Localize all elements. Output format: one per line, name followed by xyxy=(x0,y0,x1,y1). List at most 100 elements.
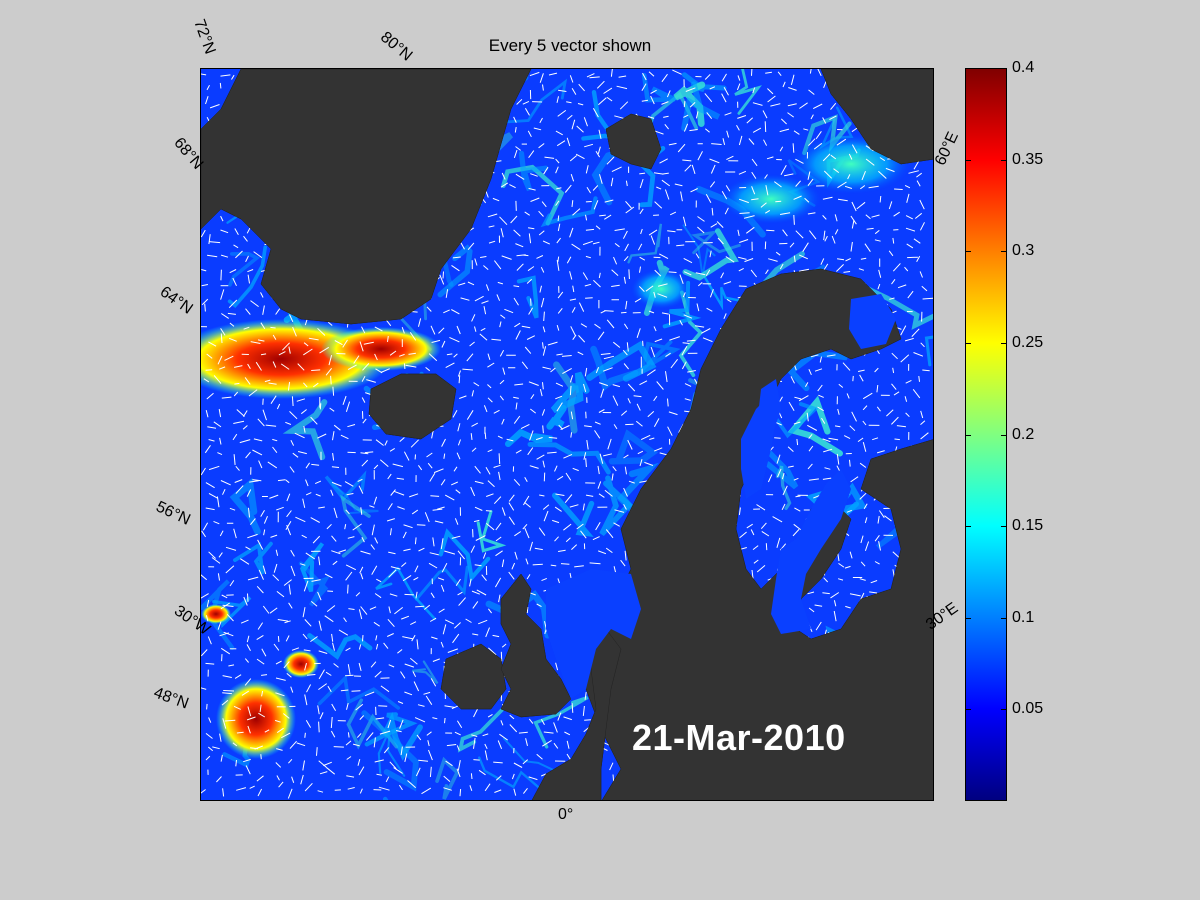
vector-arrow xyxy=(626,342,629,352)
vector-arrow xyxy=(440,641,444,648)
vector-arrow xyxy=(220,254,229,258)
vector-arrow xyxy=(619,101,629,110)
vector-arrow xyxy=(543,311,545,322)
vector-arrow xyxy=(542,84,544,91)
vector-arrow xyxy=(577,103,584,106)
vector-arrow xyxy=(777,71,782,77)
vector-arrow xyxy=(738,198,749,204)
vector-arrow xyxy=(303,580,309,592)
vector-arrow xyxy=(557,109,567,117)
vector-arrow xyxy=(807,591,815,595)
vector-arrow xyxy=(247,363,251,370)
vector-arrow xyxy=(407,780,417,789)
vector-arrow xyxy=(833,610,837,622)
vector-arrow xyxy=(346,775,355,778)
vector-arrow xyxy=(592,185,599,191)
vector-arrow xyxy=(425,695,433,705)
vector-arrow xyxy=(487,362,495,368)
vector-arrow xyxy=(493,409,500,414)
vector-arrow xyxy=(332,642,335,651)
vector-arrow xyxy=(776,454,781,464)
current-streak xyxy=(599,475,633,537)
vector-arrow xyxy=(704,73,711,80)
vector-arrow xyxy=(233,391,239,397)
vector-arrow xyxy=(330,730,336,738)
vector-arrow xyxy=(721,73,727,82)
vector-arrow xyxy=(408,352,416,355)
vector-arrow xyxy=(285,421,292,425)
vector-arrow xyxy=(474,480,484,484)
vector-arrow xyxy=(701,328,711,334)
vector-arrow xyxy=(366,379,376,383)
vector-arrow xyxy=(447,648,458,653)
vector-arrow xyxy=(746,117,754,124)
vector-arrow xyxy=(272,446,278,454)
vector-arrow xyxy=(404,663,415,668)
vector-arrow xyxy=(276,591,285,598)
vector-arrow xyxy=(595,225,601,230)
vector-arrow xyxy=(851,411,857,422)
vector-arrow xyxy=(473,759,480,761)
vector-arrow xyxy=(824,467,831,470)
vector-arrow xyxy=(653,326,657,332)
vector-arrow xyxy=(218,408,222,418)
vector-arrow xyxy=(415,591,418,599)
vector-arrow xyxy=(665,371,668,383)
vector-arrow xyxy=(820,258,825,265)
vector-arrow xyxy=(303,649,311,652)
vector-arrow xyxy=(862,392,873,400)
current-streak xyxy=(551,492,595,538)
vector-arrow xyxy=(487,213,498,218)
vector-arrow xyxy=(487,713,493,718)
vector-arrow xyxy=(220,269,222,281)
vector-arrow xyxy=(292,452,299,458)
vector-arrow xyxy=(362,418,367,424)
vector-arrow xyxy=(836,264,844,272)
vector-arrow xyxy=(795,158,804,164)
vector-arrow xyxy=(290,565,296,577)
vector-arrow xyxy=(837,578,844,581)
vector-arrow xyxy=(541,773,547,777)
vector-arrow xyxy=(405,364,417,368)
vector-arrow xyxy=(302,498,306,508)
vector-arrow xyxy=(373,464,379,470)
vector-arrow xyxy=(676,244,685,247)
vector-arrow xyxy=(397,649,403,654)
vector-arrow xyxy=(444,705,456,708)
vector-arrow xyxy=(317,433,327,439)
vector-arrow xyxy=(553,722,558,733)
vector-arrow xyxy=(564,494,573,504)
vector-arrow xyxy=(877,283,881,290)
vector-arrow xyxy=(201,649,208,657)
vector-arrow xyxy=(765,269,769,275)
vector-arrow xyxy=(556,237,561,244)
vector-arrow xyxy=(452,633,460,644)
vector-arrow xyxy=(681,361,687,370)
vector-arrow xyxy=(433,468,444,474)
vector-arrow xyxy=(458,375,461,384)
vector-arrow xyxy=(684,164,692,172)
vector-arrow xyxy=(290,686,294,693)
vector-arrow xyxy=(564,184,572,193)
vector-arrow xyxy=(807,463,813,470)
vector-arrow xyxy=(384,440,388,446)
vector-arrow xyxy=(501,507,506,516)
vector-arrow xyxy=(204,445,211,454)
vector-arrow xyxy=(584,283,592,287)
vector-arrow xyxy=(555,395,563,400)
vector-arrow xyxy=(648,310,655,314)
current-streak xyxy=(299,542,325,593)
vector-arrow xyxy=(584,692,587,700)
vector-arrow xyxy=(289,466,295,473)
vector-arrow xyxy=(440,538,444,550)
vector-arrow xyxy=(833,168,840,174)
vector-arrow xyxy=(526,278,533,284)
vector-arrow xyxy=(865,158,875,166)
vector-arrow xyxy=(571,87,577,95)
vector-arrow xyxy=(847,174,851,180)
vector-arrow xyxy=(586,186,592,194)
vector-arrow xyxy=(539,117,543,124)
vector-arrow xyxy=(264,729,270,733)
vector-arrow xyxy=(838,562,845,568)
